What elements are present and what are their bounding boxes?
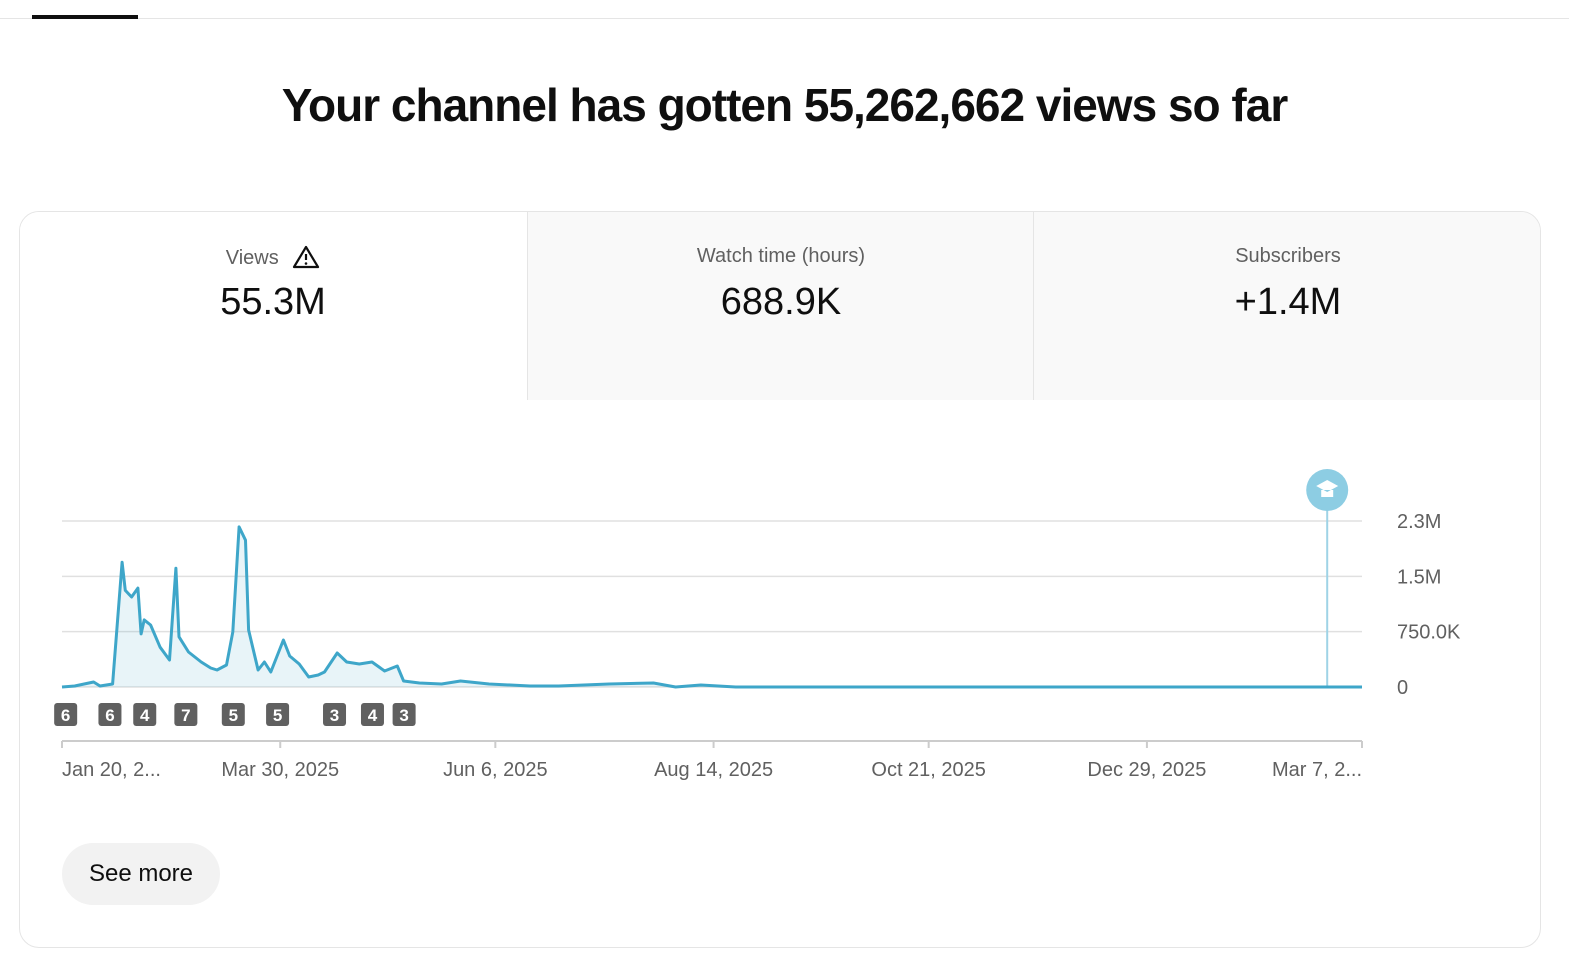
- upload-count: 3: [399, 706, 408, 725]
- x-tick-label: Mar 30, 2025: [221, 759, 339, 781]
- upload-count: 4: [140, 706, 150, 725]
- y-tick-label: 1.5M: [1397, 566, 1441, 588]
- x-tick-label: Aug 14, 2025: [654, 759, 773, 781]
- metric-value: 55.3M: [220, 281, 326, 323]
- upload-count: 5: [273, 706, 282, 725]
- divider: [0, 18, 1569, 19]
- metric-value: +1.4M: [1234, 281, 1342, 323]
- tab-underline: [32, 15, 138, 19]
- metric-value: 688.9K: [720, 281, 842, 323]
- upload-badge: [174, 703, 198, 726]
- metric-tab[interactable]: Views 55.3M: [20, 212, 526, 400]
- upload-count: 5: [229, 706, 238, 725]
- upload-badge: [221, 703, 245, 726]
- upload-badge: [323, 703, 347, 726]
- upload-badge: [54, 703, 78, 726]
- warning-icon: [293, 245, 320, 269]
- y-tick-label: 750.0K: [1397, 622, 1461, 644]
- analytics-card: Views 55.3M Watch time (hours) 688.9K Su…: [19, 211, 1541, 948]
- y-tick-label: 2.3M: [1397, 511, 1441, 533]
- metric-label: Views: [225, 247, 279, 269]
- upload-count: 6: [61, 706, 70, 725]
- upload-badge: [392, 703, 416, 726]
- upload-badge: [98, 703, 122, 726]
- milestone-cap: [1316, 480, 1339, 497]
- x-tick-label: Dec 29, 2025: [1087, 759, 1206, 781]
- line: [61, 525, 1362, 689]
- x-tick-label: Mar 7, 2...: [1272, 759, 1362, 781]
- upload-badge: [133, 703, 157, 726]
- metric-label: Watch time (hours): [696, 245, 866, 267]
- x-tick-label: Jun 6, 2025: [443, 759, 548, 781]
- x-tick-label: Oct 21, 2025: [871, 759, 986, 781]
- upload-badge: [360, 703, 384, 726]
- upload-count: 7: [181, 706, 190, 725]
- metric-label-row: Views: [20, 245, 526, 271]
- see-more-button[interactable]: See more: [62, 843, 220, 905]
- upload-count: 4: [368, 706, 378, 725]
- upload-count: 3: [330, 706, 339, 725]
- metric-tab[interactable]: Watch time (hours) 688.9K: [527, 212, 1034, 400]
- metric-tab[interactable]: Subscribers +1.4M: [1033, 212, 1540, 400]
- chart: 0 750.0K 1.5M 2.3M Jan 20, 2... Mar 30, 2025 J…: [54, 469, 1461, 781]
- metric-label: Subscribers: [1235, 245, 1341, 267]
- x-tick-label: Jan 20, 2...: [62, 759, 161, 781]
- upload-badge: [266, 703, 290, 726]
- area: [62, 526, 1362, 687]
- y-tick-label: 0: [1397, 677, 1408, 699]
- upload-count: 6: [105, 706, 114, 725]
- page-title: Your channel has gotten 55,262,662 views…: [281, 79, 1288, 131]
